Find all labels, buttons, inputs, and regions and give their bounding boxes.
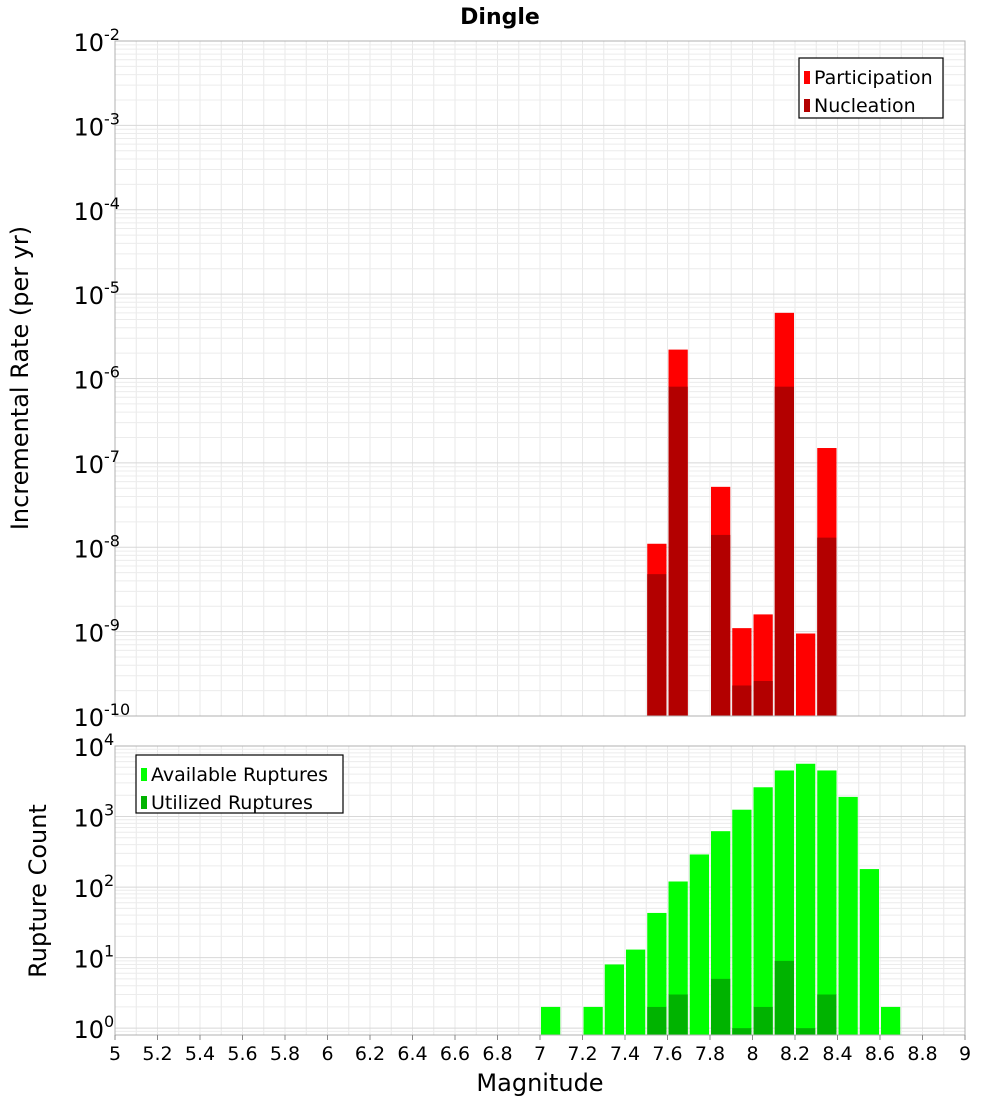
x-tick-label: 5.8 <box>270 1043 300 1065</box>
legend-label: Available Ruptures <box>151 764 328 786</box>
bar-primary <box>753 787 773 1035</box>
x-tick-label: 6.6 <box>440 1043 470 1065</box>
x-tick-label: 8 <box>746 1043 758 1065</box>
x-tick-label: 7.2 <box>567 1043 597 1065</box>
y-tick-exponent: -7 <box>104 447 120 466</box>
y-tick-label: 10 <box>73 875 104 903</box>
bar-secondary <box>753 680 773 716</box>
y-tick-label: 10 <box>73 29 104 57</box>
bar-primary <box>583 1006 603 1035</box>
x-tick-label: 7.4 <box>610 1043 640 1065</box>
bar-secondary <box>668 994 688 1035</box>
y-tick-label: 10 <box>73 367 104 395</box>
bar-secondary <box>647 574 667 716</box>
bar-primary <box>796 763 816 1035</box>
y-tick-label: 10 <box>73 451 104 479</box>
x-tick-label: 5 <box>109 1043 121 1065</box>
y-tick-label: 10 <box>73 734 104 762</box>
bar-primary <box>604 964 624 1035</box>
legend-box <box>798 57 944 119</box>
y-tick-exponent: -9 <box>104 616 120 635</box>
x-tick-label: 7 <box>534 1043 546 1065</box>
y-tick-exponent: -6 <box>104 363 120 382</box>
bar-primary <box>647 912 667 1035</box>
legend-swatch <box>141 768 147 781</box>
bar-secondary <box>732 685 752 716</box>
bar-primary <box>859 869 879 1035</box>
x-axis-label: Magnitude <box>476 1069 603 1097</box>
x-tick-label: 8.6 <box>865 1043 895 1065</box>
y-tick-label: 10 <box>73 198 104 226</box>
x-tick-label: 9 <box>959 1043 971 1065</box>
y-tick-exponent: 0 <box>104 1012 114 1031</box>
x-tick-label: 8.4 <box>822 1043 852 1065</box>
y-tick-label: 10 <box>73 805 104 833</box>
legend-label: Nucleation <box>814 95 916 117</box>
y-tick-exponent: -8 <box>104 531 120 550</box>
y-tick-exponent: 2 <box>104 871 114 890</box>
bar-secondary <box>647 1006 667 1035</box>
y-tick-label: 10 <box>73 282 104 310</box>
legend-label: Participation <box>814 67 933 89</box>
bar-secondary <box>732 1028 752 1035</box>
x-tick-label: 5.6 <box>227 1043 257 1065</box>
bar-primary <box>881 1006 901 1035</box>
bar-primary <box>817 770 837 1035</box>
y-tick-exponent: 1 <box>104 942 114 961</box>
x-tick-label: 6.8 <box>482 1043 512 1065</box>
x-tick-label: 5.4 <box>185 1043 215 1065</box>
x-tick-label: 6.4 <box>397 1043 427 1065</box>
y-tick-label: 10 <box>73 946 104 974</box>
bar-primary <box>541 1006 561 1035</box>
bar-primary <box>689 854 709 1035</box>
y-tick-label: 10 <box>73 113 104 141</box>
y-tick-exponent: 4 <box>104 730 114 749</box>
top-y-axis-label: Incremental Rate (per yr) <box>6 226 34 530</box>
chart-title: Dingle <box>460 5 540 30</box>
bar-primary <box>838 796 858 1035</box>
legend-label: Utilized Ruptures <box>151 792 313 814</box>
bar-secondary <box>668 386 688 716</box>
y-tick-exponent: -4 <box>104 194 120 213</box>
legend-swatch <box>141 796 147 809</box>
x-tick-label: 8.8 <box>907 1043 937 1065</box>
y-tick-exponent: 3 <box>104 801 114 820</box>
legend-box <box>135 754 344 814</box>
bar-secondary <box>711 534 731 716</box>
bar-primary <box>796 633 816 716</box>
x-tick-label: 6.2 <box>355 1043 385 1065</box>
legend-swatch <box>804 99 810 112</box>
x-tick-label: 6 <box>321 1043 333 1065</box>
bar-primary <box>732 809 752 1035</box>
y-tick-label: 10 <box>73 704 104 732</box>
bar-primary <box>626 949 646 1035</box>
bar-secondary <box>796 1028 816 1035</box>
bar-secondary <box>817 537 837 716</box>
y-tick-exponent: -5 <box>104 278 120 297</box>
y-tick-label: 10 <box>73 535 104 563</box>
bar-secondary <box>753 1006 773 1035</box>
bar-secondary <box>774 960 794 1035</box>
bar-secondary <box>711 978 731 1035</box>
bar-secondary <box>817 994 837 1035</box>
x-tick-label: 8.2 <box>780 1043 810 1065</box>
legend-swatch <box>804 71 810 84</box>
bottom-y-axis-label: Rupture Count <box>24 804 52 978</box>
x-tick-label: 5.2 <box>142 1043 172 1065</box>
y-tick-exponent: -10 <box>104 700 130 719</box>
plot-frame <box>114 40 966 717</box>
y-tick-label: 10 <box>73 1016 104 1044</box>
bar-secondary <box>774 386 794 716</box>
x-tick-label: 7.6 <box>652 1043 682 1065</box>
y-tick-exponent: -3 <box>104 109 120 128</box>
x-tick-label: 7.8 <box>695 1043 725 1065</box>
y-tick-label: 10 <box>73 620 104 648</box>
y-tick-exponent: -2 <box>104 25 120 44</box>
